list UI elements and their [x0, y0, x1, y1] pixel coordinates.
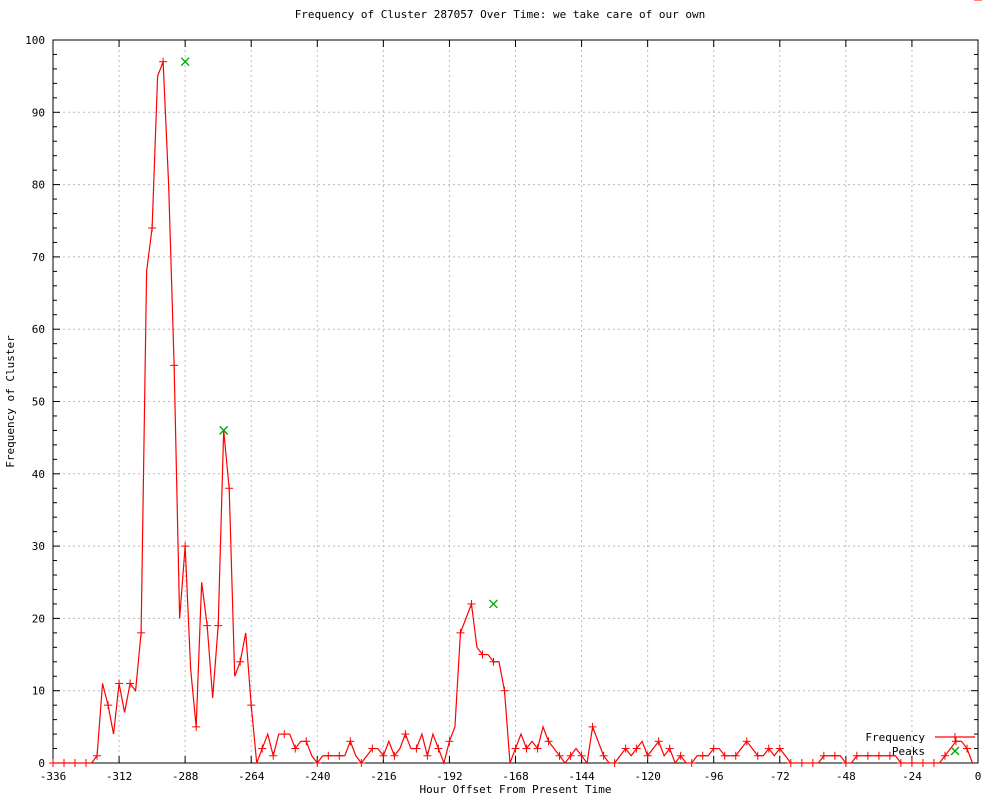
x-tick-label: -72: [770, 770, 790, 783]
x-tick-label: -120: [634, 770, 661, 783]
x-tick-label: 0: [975, 770, 982, 783]
y-tick-label: 50: [32, 396, 45, 409]
chart-title: Frequency of Cluster 287057 Over Time: w…: [294, 8, 706, 21]
legend-label-peaks: Peaks: [892, 745, 925, 758]
x-tick-label: -288: [172, 770, 199, 783]
x-axis-title: Hour Offset From Present Time: [419, 783, 611, 796]
y-tick-label: 70: [32, 251, 45, 264]
peak-marker: [180, 57, 190, 67]
x-tick-label: -96: [704, 770, 724, 783]
legend-marker-peaks: [950, 746, 960, 756]
y-tick-label: 30: [32, 540, 45, 553]
x-tick-label: -144: [568, 770, 595, 783]
peak-marker: [488, 599, 498, 609]
x-tick-label: -168: [502, 770, 529, 783]
x-tick-label: -48: [836, 770, 856, 783]
y-tick-label: 40: [32, 468, 45, 481]
y-tick-label: 0: [38, 757, 45, 770]
x-tick-label: -192: [436, 770, 463, 783]
y-tick-label: 20: [32, 612, 45, 625]
axis-labels-layer: Hour Offset From Present Time Frequency o…: [4, 335, 612, 796]
y-tick-label: 10: [32, 685, 45, 698]
grid-layer: [53, 39, 978, 763]
legend-label-frequency: Frequency: [865, 731, 925, 744]
y-axis-title: Frequency of Cluster: [4, 335, 17, 468]
x-tick-label: -336: [40, 770, 67, 783]
frequency-line: [53, 61, 974, 765]
peak-markers-layer: [180, 57, 498, 609]
y-tick-label: 100: [25, 34, 45, 47]
x-tick-label: -216: [370, 770, 397, 783]
x-tick-label: -240: [304, 770, 331, 783]
data-series-layer: [49, 0, 982, 767]
x-tick-label: -312: [106, 770, 133, 783]
y-tick-label: 90: [32, 106, 45, 119]
x-tick-label: -24: [902, 770, 922, 783]
peak-marker: [219, 425, 229, 435]
axis-ticks: 0 10 20 30 40 50 60 70 80 90 100 -336 -312 -288 -264 -2…: [25, 34, 981, 783]
y-tick-label: 60: [32, 323, 45, 336]
y-tick-label: 80: [32, 179, 45, 192]
x-tick-label: -264: [238, 770, 265, 783]
